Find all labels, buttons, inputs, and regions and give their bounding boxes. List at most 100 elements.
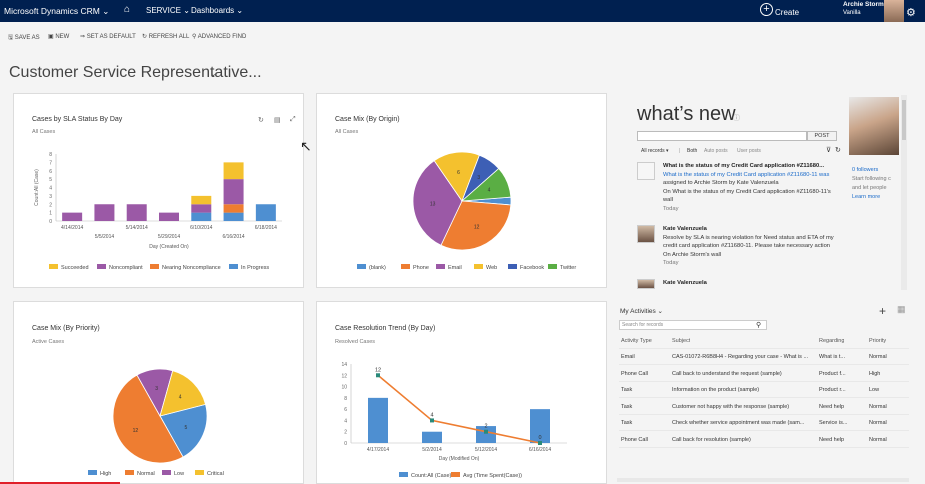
column-subject[interactable]: Subject: [672, 338, 691, 344]
post-button[interactable]: POST: [807, 131, 837, 141]
cell-subject[interactable]: CAS-01072-R6B8H4 - Regarding your case -…: [672, 354, 809, 360]
data-label: 12: [474, 224, 480, 230]
grid-view-icon[interactable]: ▦: [897, 304, 906, 314]
gear-icon[interactable]: ⚙: [906, 7, 916, 19]
bar-segment: [191, 212, 212, 221]
chart-panel-resolution: Case Resolution Trend (By Day) Resolved …: [316, 301, 607, 484]
column-activity-type[interactable]: Activity Type: [621, 338, 652, 344]
legend-label: Facebook: [520, 265, 544, 271]
save-as-button[interactable]: 🖫 SAVE AS: [8, 35, 40, 41]
cell-regarding[interactable]: Need help: [819, 436, 845, 443]
table-row[interactable]: Task Check whether service appointment wa…: [619, 417, 909, 431]
cell-activity-type: Task: [621, 403, 633, 410]
y-tick-label: 10: [341, 385, 347, 391]
post-text[interactable]: What is the status of my Credit Card app…: [663, 171, 830, 178]
legend-swatch: [229, 264, 238, 269]
table-row[interactable]: Task Customer not happy with the response…: [619, 401, 909, 415]
post-author[interactable]: Kate Valenzuela: [663, 280, 707, 286]
horizontal-scrollbar[interactable]: [617, 478, 909, 482]
search-input[interactable]: Search for records: [619, 320, 767, 330]
new-button[interactable]: ▣ NEW: [48, 34, 70, 40]
cell-subject[interactable]: Customer not happy with the response (sa…: [672, 403, 790, 410]
cell-priority: High: [869, 370, 881, 377]
area-menu[interactable]: SERVICE ⌄: [146, 6, 190, 15]
bar-segment: [223, 204, 244, 213]
user-avatar[interactable]: [637, 279, 655, 289]
cell-regarding[interactable]: Need help: [819, 403, 845, 410]
advanced-find-button[interactable]: ⚲ ADVANCED FIND: [192, 34, 247, 40]
feed-scrollbar[interactable]: [901, 95, 907, 290]
cell-subject[interactable]: Call back for resolution (sample): [672, 436, 751, 443]
cell-activity-type: Task: [621, 420, 633, 426]
cell-subject[interactable]: Check whether service appointment was ma…: [672, 420, 805, 426]
data-label: 3: [155, 386, 158, 392]
cell-activity-type: Phone Call: [621, 370, 648, 377]
filter-user-posts[interactable]: User posts: [737, 148, 761, 154]
legend-label: Normal: [137, 471, 155, 477]
add-icon[interactable]: +: [879, 304, 887, 318]
whats-new-title: what’s new: [637, 103, 736, 125]
cell-regarding[interactable]: Service is...: [819, 420, 848, 426]
feed-post: Kate Valenzuela: [637, 279, 837, 289]
dashboards-menu[interactable]: Dashboards ⌄: [191, 6, 244, 15]
legend-swatch: [97, 264, 106, 269]
info-icon[interactable]: ⓘ: [733, 115, 740, 122]
set-as-default-button[interactable]: ⇒ SET AS DEFAULT: [80, 34, 136, 40]
column-priority[interactable]: Priority: [869, 338, 887, 344]
data-label: 3: [477, 175, 480, 181]
chart-title: Cases by SLA Status By Day: [32, 116, 123, 123]
expand-icon[interactable]: ⤢: [290, 116, 296, 123]
cell-priority: Normal: [869, 420, 887, 426]
cell-subject[interactable]: Call back to understand the request (sam…: [672, 370, 782, 377]
scroll-thumb[interactable]: [902, 100, 906, 140]
filter-icon[interactable]: ⊽: [826, 147, 832, 154]
legend-label: Noncompliant: [109, 265, 143, 271]
bar-segment: [223, 179, 244, 205]
post-author[interactable]: Kate Valenzuela: [663, 226, 707, 232]
dashboard-title[interactable]: Customer Service Representative...: [9, 64, 262, 81]
y-tick-label: 4: [49, 186, 52, 192]
post-text: On Archie Storm's wall: [663, 251, 722, 258]
bar: [530, 409, 550, 443]
user-name[interactable]: Archie Storm: [843, 1, 884, 8]
refresh-icon[interactable]: ↻: [258, 117, 264, 124]
x-tick-label: 4/17/2014: [367, 447, 389, 453]
bar-segment: [62, 212, 83, 221]
table-row[interactable]: Phone Call Call back to understand the re…: [619, 368, 909, 382]
post-text: On What is the status of my Credit Card …: [663, 188, 831, 195]
refresh-all-button[interactable]: ↻ REFRESH ALL: [142, 34, 190, 40]
refresh-icon[interactable]: ↻: [835, 147, 841, 154]
column-regarding[interactable]: Regarding: [819, 338, 845, 344]
activities-view-selector[interactable]: My Activities ⌄: [620, 308, 664, 315]
pie-slice: [159, 403, 208, 458]
table-row[interactable]: Task Information on the product (sample) P…: [619, 384, 909, 398]
cell-regarding[interactable]: Product r...: [819, 387, 846, 393]
cell-subject[interactable]: Information on the product (sample): [672, 387, 760, 393]
filter-all-records[interactable]: All records ▾: [641, 148, 669, 154]
post-heading[interactable]: What is the status of my Credit Card app…: [663, 163, 825, 169]
follow-info: 0 followers Start following c and let pe…: [852, 166, 891, 202]
filter-both[interactable]: Both: [687, 148, 698, 154]
view-records-icon[interactable]: ▤: [274, 117, 281, 124]
cell-regarding[interactable]: Product f...: [819, 370, 846, 377]
user-avatar[interactable]: [637, 225, 655, 243]
create-plus-icon[interactable]: +: [760, 3, 773, 16]
legend-label: Nearing Noncompliance: [162, 265, 221, 271]
table-row[interactable]: Email CAS-01072-R6B8H4 - Regarding your c…: [619, 351, 909, 365]
search-icon[interactable]: ⚲: [756, 322, 762, 329]
create-button[interactable]: Create: [775, 8, 800, 17]
followers-link[interactable]: 0 followers: [852, 167, 879, 173]
home-icon[interactable]: ⌂: [124, 4, 131, 15]
filter-auto-posts[interactable]: Auto posts: [704, 148, 728, 154]
user-avatar[interactable]: [884, 0, 904, 22]
cell-regarding[interactable]: What is t...: [819, 354, 845, 360]
legend-swatch: [548, 264, 557, 269]
cell-activity-type: Task: [621, 387, 633, 393]
table-row[interactable]: Phone Call Call back for resolution (samp…: [619, 434, 909, 448]
post-input[interactable]: [637, 131, 807, 141]
app-name-menu[interactable]: Microsoft Dynamics CRM ⌄: [4, 6, 110, 16]
line-marker: [376, 373, 380, 378]
learn-more-link[interactable]: Learn more: [852, 194, 881, 200]
chevron-down-icon[interactable]: ⌄: [210, 69, 217, 78]
line-marker: [430, 418, 434, 423]
